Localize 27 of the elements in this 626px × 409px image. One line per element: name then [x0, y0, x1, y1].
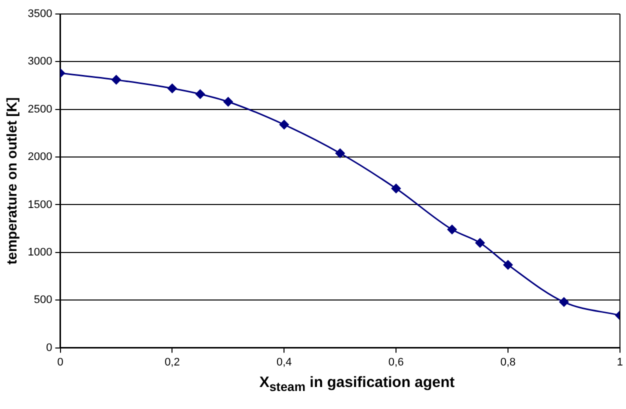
x-tick-label: 0,6 [388, 356, 404, 368]
y-tick-label: 2500 [28, 103, 52, 116]
x-tick-label: 0,4 [276, 356, 292, 368]
x-axis-title: X$_{steam}$ in gasification agent [258, 374, 456, 394]
x-tick-label: 0,8 [500, 356, 516, 368]
point [447, 224, 458, 235]
point [111, 74, 122, 85]
point [167, 83, 178, 94]
x-tick-label: 1 [616, 356, 624, 368]
x-tick-label: 0,2 [164, 356, 180, 368]
y-tick-label: 3000 [28, 56, 52, 68]
x-tick-label: 0 [57, 356, 64, 368]
point [558, 297, 569, 308]
y-tick-label: 3500 [28, 8, 52, 20]
point [223, 96, 234, 107]
point [279, 120, 290, 130]
point [391, 184, 402, 194]
point [503, 260, 514, 270]
point [195, 89, 206, 100]
point [335, 148, 346, 158]
y-tick-label: 0 [46, 342, 52, 354]
y-tick-label: 1000 [28, 246, 52, 258]
y-axis-title: temperature on outlet [K] [3, 97, 20, 265]
y-tick-label: 1500 [28, 198, 52, 211]
y-tick-label: 500 [34, 294, 52, 306]
point [475, 238, 486, 248]
y-tick-label: 2000 [28, 151, 52, 164]
